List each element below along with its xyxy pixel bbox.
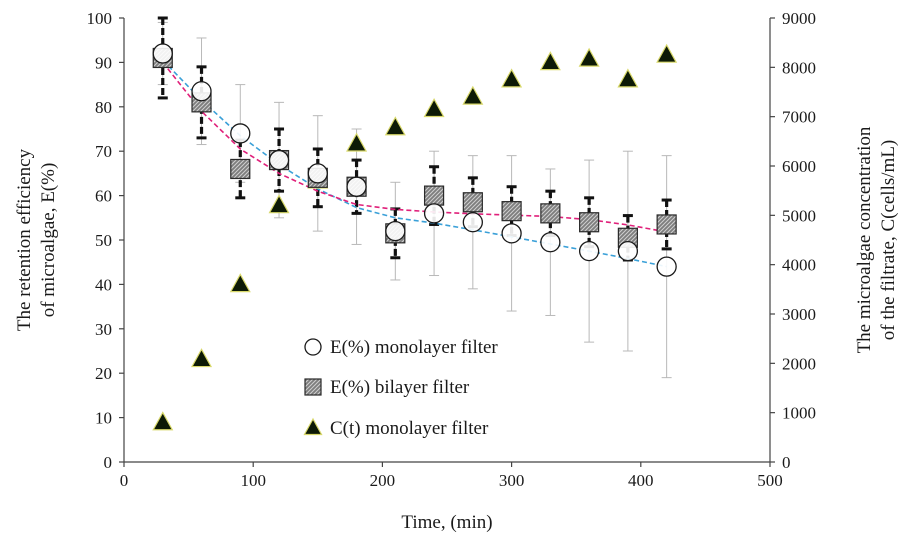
point-efficiency-bilayer [230,158,251,180]
point-efficiency-monolayer [346,176,367,197]
markers-layer [152,43,678,431]
y2-tick-label: 2000 [782,354,816,373]
y-tick-label: 20 [95,364,112,383]
y-axis-title-line-1: The retention efficiency [14,148,35,331]
x-tick-label: 200 [370,471,396,490]
point-efficiency-monolayer [423,203,445,224]
point-concentration-monolayer [191,348,213,368]
point-efficiency-monolayer [462,212,483,233]
y2-tick-label: 7000 [782,108,816,127]
point-efficiency-monolayer [268,149,290,171]
y-tick-label: 70 [95,142,112,161]
point-efficiency-bilayer [501,201,522,222]
point-concentration-monolayer [152,411,174,431]
y2-tick-label: 6000 [782,157,816,176]
x-tick-label: 500 [757,471,783,490]
point-efficiency-bilayer [423,185,445,206]
point-efficiency-bilayer [579,212,600,233]
y-axis-title-line-2: of microalgae, E(%) [38,163,59,318]
y2-axis-title-line-1: The microalgae concentration [854,126,875,353]
y-tick-label: 30 [95,320,112,339]
y2-tick-label: 4000 [782,256,816,275]
point-efficiency-monolayer [617,240,639,262]
legend-label: C(t) monolayer filter [330,418,489,439]
y-tick-label: 10 [95,409,112,428]
y2-tick-label: 8000 [782,58,816,77]
point-efficiency-monolayer [152,43,173,64]
point-efficiency-monolayer [501,223,522,244]
point-concentration-monolayer [462,85,484,105]
y2-axis-title-line-2: of the filtrate, C(cells/mL) [878,140,899,340]
point-concentration-monolayer [423,98,445,118]
point-concentration-monolayer [268,194,290,214]
x-tick-label: 0 [120,471,129,490]
x-tick-label: 100 [240,471,266,490]
y2-axis-title: The microalgae concentration of the filtr… [854,126,899,353]
point-efficiency-monolayer [385,220,406,242]
legend-marker-bilayer-square [304,378,322,396]
point-efficiency-bilayer [540,203,561,224]
y-tick-label: 60 [95,187,112,206]
y-tick-label: 90 [95,53,112,72]
legend: E(%) monolayer filter E(%) bilayer filter… [303,337,498,439]
point-concentration-monolayer [578,47,600,67]
x-axis-title: Time, (min) [401,512,492,533]
point-efficiency-monolayer [191,81,212,102]
point-concentration-monolayer [656,43,678,63]
point-efficiency-bilayer [656,214,677,235]
error-bars-layer [157,16,672,379]
legend-label: E(%) monolayer filter [330,337,498,358]
y-tick-label: 50 [95,231,112,250]
point-efficiency-monolayer [656,256,677,277]
y-axis-title: The retention efficiency of microalgae, E… [14,148,59,331]
y2-tick-label: 9000 [782,9,816,28]
y-tick-label: 100 [87,9,113,28]
point-efficiency-monolayer [578,240,600,262]
axes-layer: 0 100 200 300 400 500010203040506070809010001… [14,9,899,533]
point-concentration-monolayer [539,51,561,71]
legend-marker-monolayer-circle [304,338,322,356]
trendline [162,61,667,233]
legend-label: E(%) bilayer filter [330,377,470,398]
x-tick-label: 400 [628,471,654,490]
point-concentration-monolayer [384,116,406,136]
point-concentration-monolayer [617,68,639,88]
y2-tick-label: 5000 [782,206,816,225]
point-concentration-monolayer [346,132,368,152]
y2-tick-label: 1000 [782,404,816,423]
point-efficiency-monolayer [307,163,328,184]
y2-tick-label: 3000 [782,305,816,324]
y-tick-label: 0 [104,453,113,472]
x-tick-label: 300 [499,471,525,490]
point-efficiency-monolayer [540,232,561,253]
point-efficiency-bilayer [462,192,483,213]
point-concentration-monolayer [501,68,523,88]
point-concentration-monolayer [229,273,251,293]
y2-tick-label: 0 [782,453,791,472]
point-efficiency-monolayer [230,123,251,144]
y-tick-label: 40 [95,275,112,294]
y-tick-label: 80 [95,98,112,117]
legend-marker-concentration-triangle [303,417,323,436]
